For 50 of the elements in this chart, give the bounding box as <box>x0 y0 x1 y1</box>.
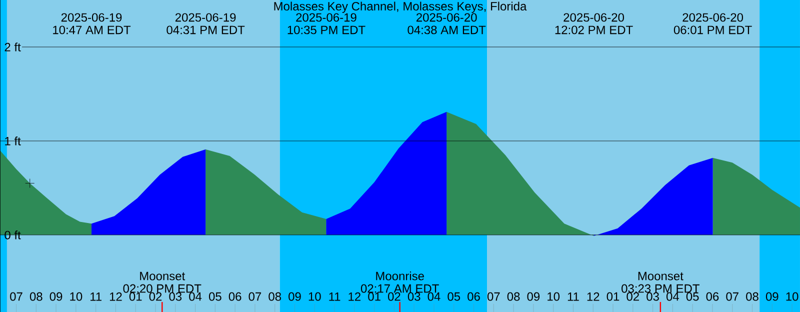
x-tick-label: 07 <box>10 292 22 301</box>
x-tick-label: 06 <box>706 292 719 301</box>
x-tick-label: 11 <box>90 292 102 301</box>
x-tick-label: 11 <box>568 292 579 301</box>
x-tick-label: 07 <box>248 292 262 301</box>
x-tick-label: 04 <box>666 292 680 301</box>
x-tick-label: 12 <box>348 292 360 301</box>
x-tick-label: 05 <box>448 292 460 301</box>
annotation: 2025-06-20 04:38 AM EDT <box>408 13 486 34</box>
x-tick-label: 05 <box>208 292 222 301</box>
x-tick-label: 08 <box>30 292 42 301</box>
x-tick-label: 01 <box>129 292 142 301</box>
x-tick-label: 02 <box>388 292 400 301</box>
x-tick-label: 07 <box>487 292 500 301</box>
x-tick-label: 03 <box>169 292 182 301</box>
x-tick-label: 12 <box>110 292 122 301</box>
x-tick-label: 09 <box>527 292 540 301</box>
ref-line-label: Moonset 02:20 PM EDT <box>123 272 202 293</box>
ref-line-label: Moonrise 02:17 AM EDT <box>360 271 439 293</box>
x-tick-label: 08 <box>746 292 758 301</box>
x-tick-label: 07 <box>726 292 738 301</box>
x-tick-label: 09 <box>288 292 301 301</box>
x-tick-label: 03 <box>408 292 420 301</box>
annotation: 2025-06-19 10:47 AM EDT <box>53 13 131 34</box>
x-tick-label: 06 <box>468 292 480 301</box>
x-tick-label: 09 <box>766 292 778 301</box>
annotation: 2025-06-20 12:02 PM EDT <box>555 13 633 34</box>
x-tick-label: 12 <box>587 292 600 301</box>
x-tick-label: 01 <box>368 292 380 301</box>
x-tick-label: 10 <box>308 292 321 301</box>
x-tick-label: 05 <box>686 292 699 301</box>
ref-line-label: Moonset 03:23 PM EDT <box>622 272 700 293</box>
x-tick-label: 01 <box>606 292 620 301</box>
x-tick-label: 09 <box>50 292 62 301</box>
x-tick-label: 04 <box>428 292 440 301</box>
x-tick-label: 10 <box>548 292 560 301</box>
x-tick-label: 10 <box>786 292 798 301</box>
annotation: 2025-06-20 06:01 PM EDT <box>674 13 752 34</box>
y-tick-label: 1 ft <box>5 136 21 146</box>
x-tick-label: 02 <box>626 292 639 301</box>
x-tick-label: 04 <box>189 292 202 301</box>
chart-title: Molasses Key Channel, Molasses Keys, Florida <box>274 2 527 13</box>
x-tick-label: 10 <box>70 292 82 301</box>
x-tick-label: 03 <box>646 292 659 301</box>
annotation: 2025-06-19 10:35 PM EDT <box>288 13 366 34</box>
x-tick-label: 02 <box>149 292 162 301</box>
x-tick-label: 08 <box>507 292 520 301</box>
annotation: 2025-06-19 04:31 PM EDT <box>166 13 245 34</box>
x-tick-label: 11 <box>329 292 340 301</box>
x-tick-label: 06 <box>228 292 242 301</box>
